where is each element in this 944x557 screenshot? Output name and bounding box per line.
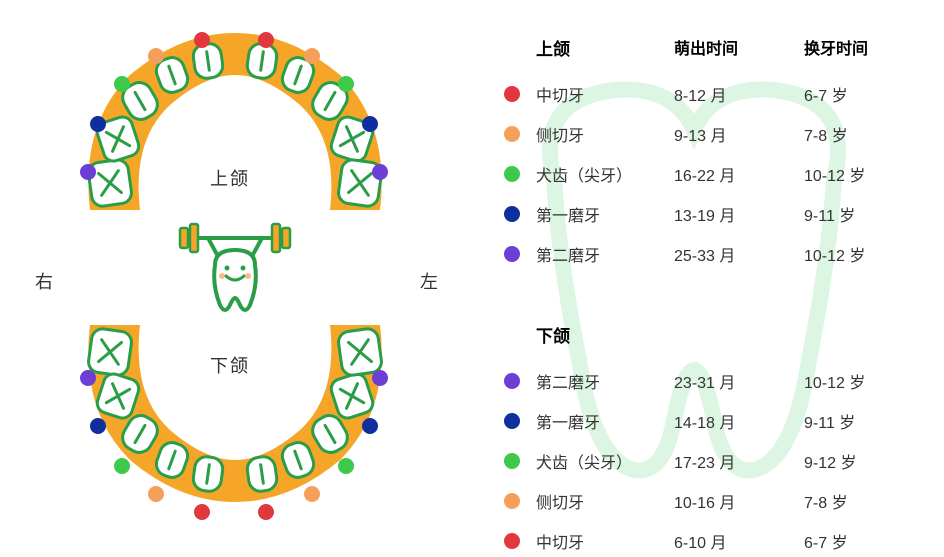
tooth-name: 中切牙 bbox=[536, 529, 674, 553]
legend-dot bbox=[304, 486, 320, 502]
shed-value: 10-12 岁 bbox=[804, 242, 914, 266]
tooth-character bbox=[170, 210, 300, 330]
lower-jaw-label: 下颌 bbox=[210, 352, 250, 378]
upper-jaw-label: 上颌 bbox=[210, 165, 250, 191]
table-row: 侧切牙9-13 月7-8 岁 bbox=[504, 122, 914, 146]
legend-dot bbox=[338, 76, 354, 92]
tooth-name: 犬齿（尖牙） bbox=[536, 449, 674, 473]
legend-dot bbox=[90, 116, 106, 132]
shed-value: 7-8 岁 bbox=[804, 122, 914, 146]
legend-dot bbox=[258, 32, 274, 48]
legend-dot bbox=[194, 32, 210, 48]
shed-value: 9-12 岁 bbox=[804, 449, 914, 473]
table-row: 第一磨牙14-18 月9-11 岁 bbox=[504, 409, 914, 433]
jaw-diagram-panel: 上颌 下颌 右 左 bbox=[0, 0, 464, 557]
legend-dot bbox=[504, 493, 520, 509]
legend-dot bbox=[114, 458, 130, 474]
shed-value: 9-11 岁 bbox=[804, 202, 914, 226]
legend-dot bbox=[258, 504, 274, 520]
table-row: 犬齿（尖牙）16-22 月10-12 岁 bbox=[504, 162, 914, 186]
upper-jaw-svg bbox=[60, 25, 410, 235]
left-side-label: 左 bbox=[420, 268, 440, 294]
table-row: 第二磨牙23-31 月10-12 岁 bbox=[504, 369, 914, 393]
legend-dot bbox=[80, 164, 96, 180]
legend-dot bbox=[372, 370, 388, 386]
header-shed: 换牙时间 bbox=[804, 35, 914, 60]
legend-dot bbox=[504, 533, 520, 549]
legend-dot bbox=[504, 166, 520, 182]
legend-dot bbox=[504, 126, 520, 142]
tooth-name: 第二磨牙 bbox=[536, 242, 674, 266]
shed-value: 10-12 岁 bbox=[804, 369, 914, 393]
legend-dot bbox=[80, 370, 96, 386]
tooth-name: 第一磨牙 bbox=[536, 202, 674, 226]
legend-dot bbox=[148, 486, 164, 502]
tooth-name: 中切牙 bbox=[536, 82, 674, 106]
erupt-value: 6-10 月 bbox=[674, 529, 804, 553]
legend-dot bbox=[90, 418, 106, 434]
legend-dot bbox=[338, 458, 354, 474]
erupt-value: 8-12 月 bbox=[674, 82, 804, 106]
tooth-name: 侧切牙 bbox=[536, 489, 674, 513]
table-row: 中切牙6-10 月6-7 岁 bbox=[504, 529, 914, 553]
erupt-value: 14-18 月 bbox=[674, 409, 804, 433]
legend-dot bbox=[148, 48, 164, 64]
legend-dot bbox=[504, 453, 520, 469]
legend-dot bbox=[504, 206, 520, 222]
shed-value: 9-11 岁 bbox=[804, 409, 914, 433]
header-erupt: 萌出时间 bbox=[674, 35, 804, 60]
legend-dot bbox=[504, 246, 520, 262]
legend-dot bbox=[362, 418, 378, 434]
table-row: 第一磨牙13-19 月9-11 岁 bbox=[504, 202, 914, 226]
erupt-value: 16-22 月 bbox=[674, 162, 804, 186]
table-row: 犬齿（尖牙）17-23 月9-12 岁 bbox=[504, 449, 914, 473]
table-row: 侧切牙10-16 月7-8 岁 bbox=[504, 489, 914, 513]
legend-dot bbox=[504, 413, 520, 429]
legend-dot bbox=[504, 86, 520, 102]
legend-dot bbox=[304, 48, 320, 64]
tooth-name: 第二磨牙 bbox=[536, 369, 674, 393]
legend-dot bbox=[114, 76, 130, 92]
shed-value: 10-12 岁 bbox=[804, 162, 914, 186]
lower-section-title: 下颌 bbox=[504, 322, 914, 347]
lower-table: 第二磨牙23-31 月10-12 岁第一磨牙14-18 月9-11 岁犬齿（尖牙… bbox=[504, 369, 914, 553]
erupt-value: 23-31 月 bbox=[674, 369, 804, 393]
legend-dot bbox=[504, 373, 520, 389]
erupt-value: 9-13 月 bbox=[674, 122, 804, 146]
legend-dot bbox=[362, 116, 378, 132]
shed-value: 7-8 岁 bbox=[804, 489, 914, 513]
erupt-value: 25-33 月 bbox=[674, 242, 804, 266]
tooth-name: 第一磨牙 bbox=[536, 409, 674, 433]
erupt-value: 10-16 月 bbox=[674, 489, 804, 513]
table-row: 中切牙8-12 月6-7 岁 bbox=[504, 82, 914, 106]
shed-value: 6-7 岁 bbox=[804, 529, 914, 553]
tooth-name: 犬齿（尖牙） bbox=[536, 162, 674, 186]
lower-jaw-svg bbox=[60, 300, 410, 510]
table-header: 上颌 萌出时间 换牙时间 bbox=[504, 35, 914, 60]
right-side-label: 右 bbox=[35, 268, 55, 294]
table-row: 第二磨牙25-33 月10-12 岁 bbox=[504, 242, 914, 266]
erupt-value: 13-19 月 bbox=[674, 202, 804, 226]
erupt-value: 17-23 月 bbox=[674, 449, 804, 473]
shed-value: 6-7 岁 bbox=[804, 82, 914, 106]
legend-dot bbox=[194, 504, 210, 520]
header-jaw: 上颌 bbox=[504, 35, 674, 60]
upper-table: 中切牙8-12 月6-7 岁侧切牙9-13 月7-8 岁犬齿（尖牙）16-22 … bbox=[504, 82, 914, 266]
tooth-name: 侧切牙 bbox=[536, 122, 674, 146]
data-table-panel: 上颌 萌出时间 换牙时间 中切牙8-12 月6-7 岁侧切牙9-13 月7-8 … bbox=[464, 0, 944, 557]
legend-dot bbox=[372, 164, 388, 180]
